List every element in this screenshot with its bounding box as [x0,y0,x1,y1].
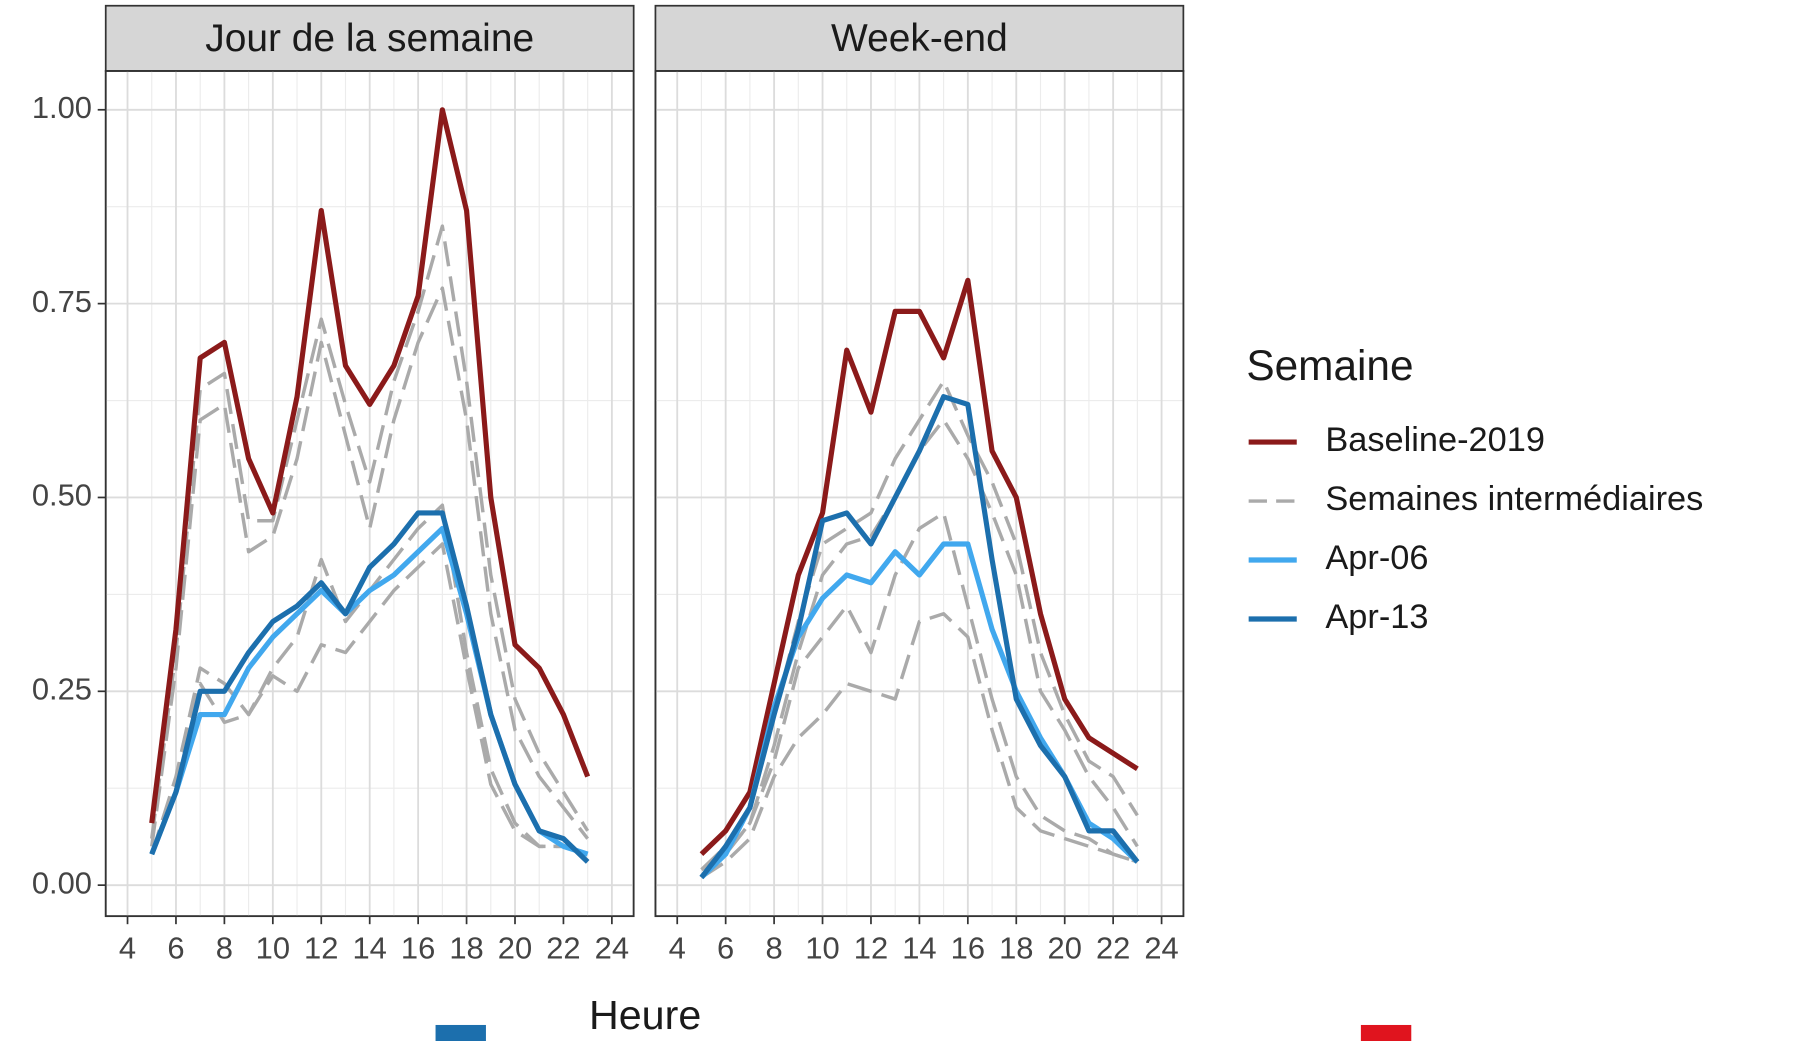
y-tick-label: 0.00 [32,865,92,900]
series-line [700,418,1139,872]
cropped-swatch [435,1024,486,1041]
y-tick-label: 1.00 [32,90,92,125]
series-line [149,107,591,824]
x-tick-label: 20 [1048,931,1082,966]
legend-label: Semaines intermédiaires [1325,480,1703,518]
x-tick-label: 18 [449,931,483,966]
x-tick-label: 24 [595,931,629,966]
series-line [700,612,1138,879]
panel-title: Jour de la semaine [205,17,534,60]
series-line [150,542,589,856]
x-tick-label: 14 [902,931,936,966]
x-tick-label: 14 [353,931,387,966]
y-tick-label: 0.25 [32,671,92,706]
x-tick-label: 8 [216,931,233,966]
x-tick-label: 6 [717,931,734,966]
panel-border [104,70,635,918]
series-line [149,510,590,864]
strip [654,4,1185,72]
series-line [700,379,1139,871]
series-line [699,394,1140,879]
series-line [150,224,590,839]
x-tick-label: 12 [854,931,888,966]
legend-label: Apr-06 [1325,539,1428,577]
x-tick-label: 8 [765,931,782,966]
x-tick-label: 10 [805,931,839,966]
strip [104,4,635,72]
series-line [150,286,590,847]
cropped-swatch [1360,1024,1412,1041]
y-tick-label: 0.50 [32,478,92,513]
y-tick-label: 0.75 [32,284,92,319]
x-tick-label: 22 [546,931,580,966]
x-tick-label: 6 [167,931,184,966]
panel-title: Week-end [831,17,1008,60]
series-line [700,511,1138,879]
x-tick-label: 16 [401,931,435,966]
x-tick-label: 10 [256,931,290,966]
legend-title: Semaine [1246,342,1413,389]
x-tick-label: 18 [999,931,1033,966]
x-tick-label: 20 [498,931,532,966]
x-tick-label: 4 [669,931,686,966]
x-tick-label: 4 [119,931,136,966]
x-tick-label: 16 [951,931,985,966]
x-tick-label: 24 [1144,931,1178,966]
legend-label: Apr-13 [1325,598,1428,636]
x-tick-label: 12 [304,931,338,966]
x-tick-label: 22 [1096,931,1130,966]
series-line [699,277,1139,856]
panel-border [654,70,1185,918]
x-axis-label: Heure [589,992,701,1038]
legend-label: Baseline-2019 [1325,421,1545,459]
